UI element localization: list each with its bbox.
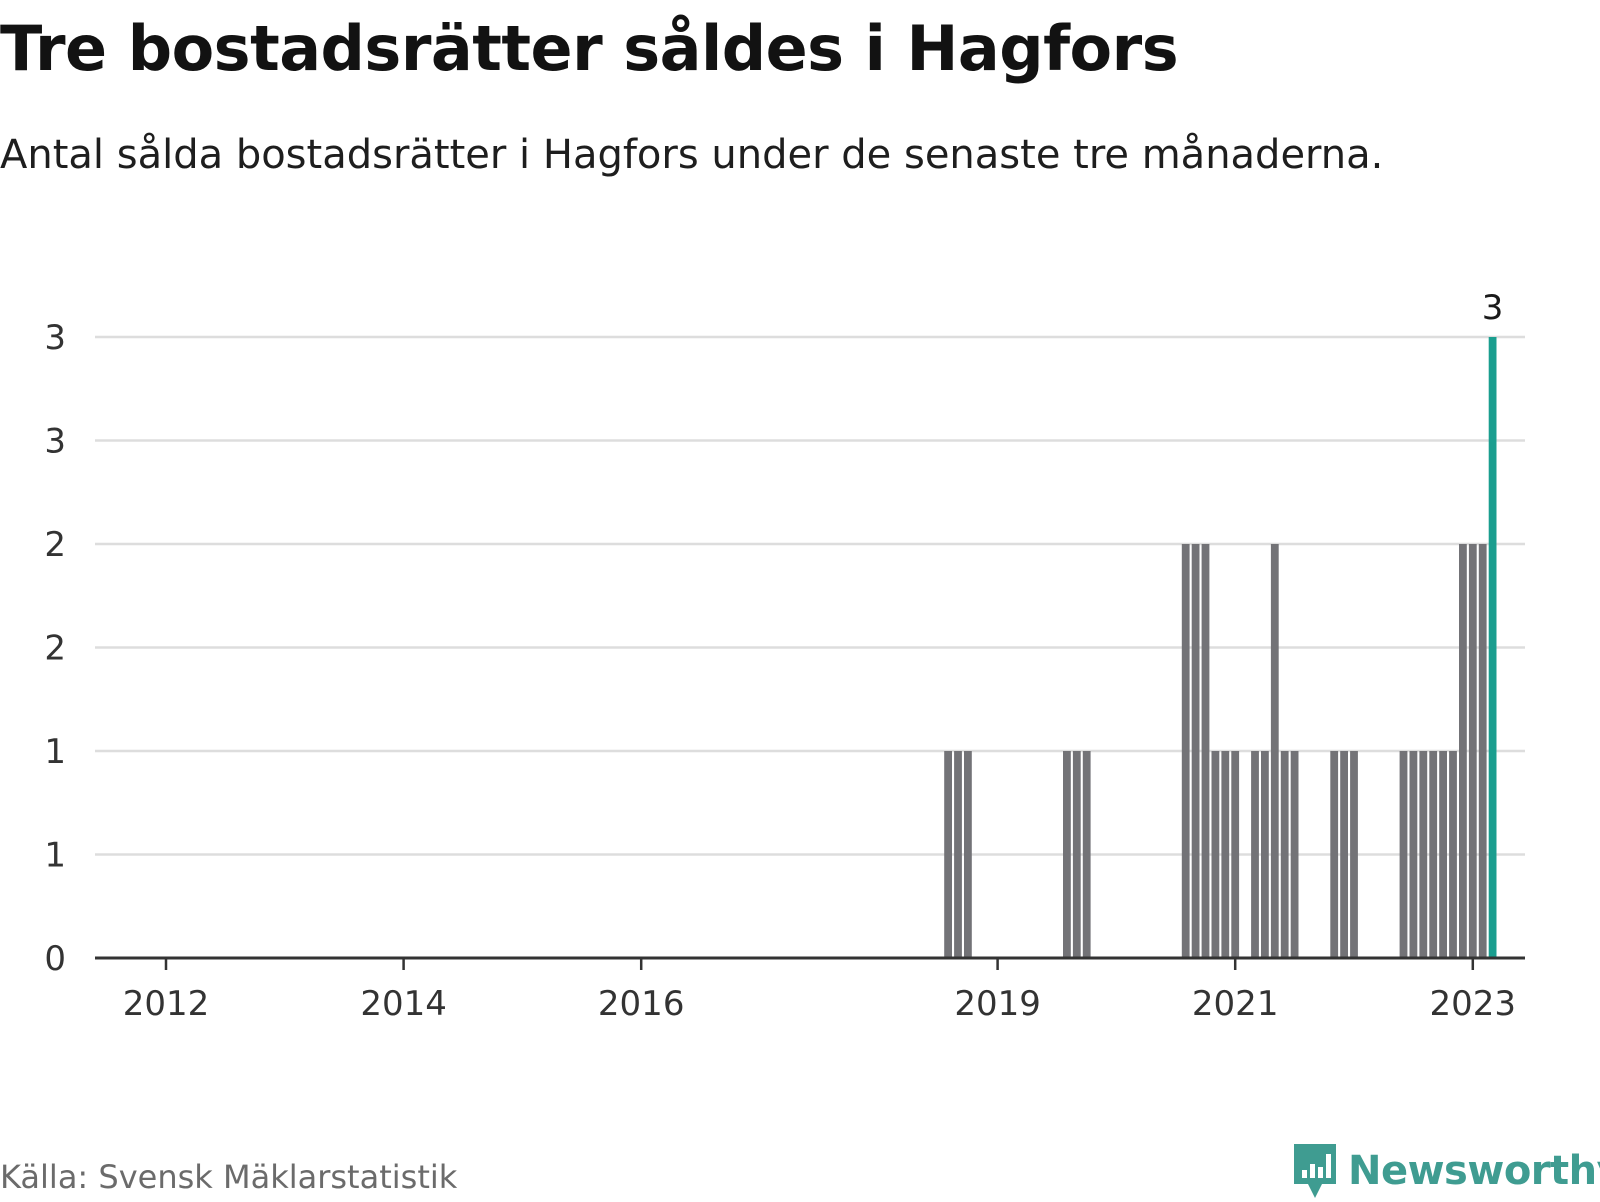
x-tick-label: 2021 xyxy=(1192,984,1279,1024)
x-tick-label: 2023 xyxy=(1430,984,1517,1024)
y-tick-label: 2 xyxy=(44,629,66,669)
newsworthy-logo: Newsworthy xyxy=(1290,1140,1600,1202)
bar xyxy=(1191,544,1200,958)
y-tick-label: 3 xyxy=(44,318,66,358)
bar xyxy=(1429,751,1438,958)
x-axis: 2012 2014 2016 2019 2021 2023 xyxy=(95,956,1525,1024)
x-tick-label: 2012 xyxy=(123,984,210,1024)
logo-text: Newsworthy xyxy=(1348,1148,1600,1194)
x-tick-label: 2014 xyxy=(360,984,447,1024)
bar xyxy=(1399,751,1408,958)
bar xyxy=(1231,751,1240,958)
bar xyxy=(1063,751,1071,958)
bar xyxy=(954,751,962,958)
bar xyxy=(1201,544,1210,958)
bar xyxy=(1270,544,1279,958)
bar xyxy=(1072,751,1081,958)
bar xyxy=(1082,751,1091,958)
y-tick-label: 0 xyxy=(44,939,66,979)
bar xyxy=(1330,751,1339,958)
bar xyxy=(964,751,972,958)
y-tick-label: 3 xyxy=(44,422,66,462)
bar xyxy=(1221,751,1230,958)
chart-title: Tre bostadsrätter såldes i Hagfors xyxy=(0,12,1179,85)
source-note: Källa: Svensk Mäklarstatistik xyxy=(0,1158,458,1196)
chart-bubble-icon xyxy=(1294,1144,1336,1198)
bar xyxy=(1439,751,1447,958)
y-tick-label: 1 xyxy=(44,836,66,876)
y-tick-label: 2 xyxy=(44,525,66,565)
bar xyxy=(1468,544,1477,958)
bar xyxy=(1280,751,1289,958)
bar xyxy=(1211,751,1220,958)
grid-lines xyxy=(95,335,1525,856)
x-tick-label: 2016 xyxy=(598,984,685,1024)
x-tick-label: 2019 xyxy=(954,984,1041,1024)
data-labels: 3 xyxy=(1482,288,1504,328)
bar xyxy=(1350,751,1358,958)
bar xyxy=(1478,544,1487,958)
bar xyxy=(944,751,952,958)
bar xyxy=(1290,751,1299,958)
y-axis-ticks: 0 1 1 2 2 3 3 xyxy=(44,318,66,979)
bar xyxy=(1449,751,1457,958)
bar xyxy=(1409,751,1418,958)
chart-subtitle: Antal sålda bostadsrätter i Hagfors unde… xyxy=(0,132,1384,178)
bars xyxy=(944,337,1497,958)
y-tick-label: 1 xyxy=(44,732,66,772)
bar xyxy=(1340,751,1348,958)
data-label: 3 xyxy=(1482,288,1504,328)
bar-highlight xyxy=(1488,337,1497,958)
bar xyxy=(1251,751,1259,958)
bar xyxy=(1181,544,1190,958)
bar xyxy=(1261,751,1269,958)
bar xyxy=(1459,544,1467,958)
bar xyxy=(1419,751,1428,958)
